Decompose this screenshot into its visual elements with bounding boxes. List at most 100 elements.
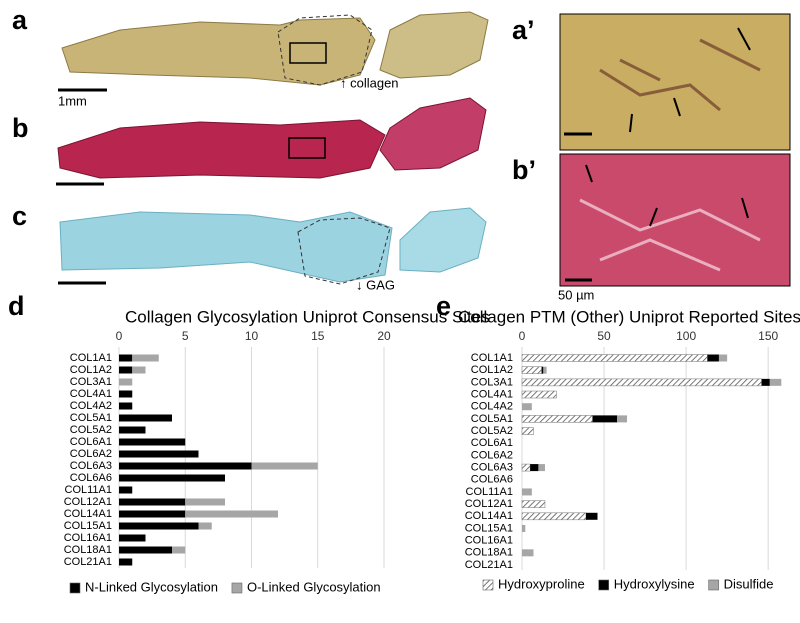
y-tick-label: COL18A1 [64,544,112,556]
bar-segment [586,512,598,520]
bar-segment [119,426,146,434]
bar-segment [522,524,526,532]
y-tick-label: COL4A2 [70,400,112,412]
y-tick-label: COL6A1 [70,436,112,448]
bar-segment [521,366,542,374]
annotation: ↓ GAG [356,277,395,292]
y-tick-label: COL5A2 [70,424,112,436]
bar-segment [185,498,225,506]
x-tick-label: 10 [245,329,259,343]
bar-segment [119,450,199,458]
bar-segment [119,510,186,518]
panel-label: a’ [512,15,535,45]
chart-title: Collagen PTM (Other) Uniprot Reported Si… [458,307,800,326]
bar-segment [592,415,618,423]
y-tick-label: COL11A1 [466,486,514,498]
x-tick-label: 0 [519,329,526,343]
annotation: ↑ collagen [340,75,399,90]
x-tick-label: 150 [758,329,778,343]
y-tick-label: COL1A2 [70,364,112,376]
histology-images [56,11,791,287]
bar-segment [185,510,278,518]
bar-segment [543,366,547,374]
bar-segment [119,354,133,362]
bar-segment [119,534,146,542]
y-tick-label: COL6A2 [70,448,112,460]
bar-segment [119,402,133,410]
bar-segment [251,462,318,470]
y-tick-label: COL14A1 [64,508,112,520]
y-tick-label: COL16A1 [64,532,112,544]
x-tick-label: 50 [597,329,611,343]
bar-segment [521,415,593,423]
bar-segment [119,462,252,470]
y-tick-label: COL15A1 [465,522,513,534]
bar-segment [521,378,762,387]
y-tick-label: COL12A1 [64,496,112,508]
y-tick-label: COL5A2 [471,425,513,437]
y-tick-label: COL6A6 [70,472,112,484]
scale-label: 50 µm [558,287,594,302]
legend-label: Hydroxylysine [614,576,695,591]
panel-label: d [8,291,25,321]
bar-segment [119,390,133,398]
legend-label: O-Linked Glycosylation [247,579,381,594]
bar-segment [119,378,133,386]
y-tick-label: COL4A2 [471,401,513,413]
bar-segment [119,414,172,422]
bar-segment [119,438,186,446]
x-tick-label: 100 [676,329,696,343]
panel-label: e [436,291,451,321]
bar-segment [541,366,544,374]
y-tick-label: COL11A1 [65,484,113,496]
legend-swatch [69,582,81,594]
panel-label: b’ [512,155,536,185]
bar-segment [198,522,212,530]
y-tick-label: COL3A1 [70,376,112,388]
bar-segment [119,498,186,506]
bar-segment [521,427,534,435]
y-tick-label: COL5A1 [70,412,112,424]
bar-segment [119,486,133,494]
y-tick-label: COL4A1 [70,388,112,400]
legend-swatch [598,579,610,591]
bar-segment [119,546,172,554]
legend-label: Disulfide [724,576,774,591]
bar-segment [172,546,186,554]
y-tick-label: COL21A1 [64,556,112,568]
bar-segment [521,390,557,399]
bar-segment [521,463,531,472]
y-tick-label: COL12A1 [465,498,513,510]
bar-segment [522,403,532,411]
bar-segment [761,378,770,386]
y-tick-label: COL6A3 [471,461,513,473]
y-tick-label: COL15A1 [64,520,112,532]
y-tick-label: COL1A1 [70,352,112,364]
panel-label: c [12,201,27,231]
x-tick-label: 15 [311,329,325,343]
legend-swatch [708,579,719,591]
bar-segment [769,378,782,386]
y-tick-label: COL5A1 [471,413,513,425]
x-tick-label: 5 [182,329,189,343]
bar-segment [521,500,546,508]
panel-label: a [12,5,28,35]
y-tick-label: COL3A1 [471,376,513,388]
bar-segment [707,354,719,362]
bar-segment [521,512,587,521]
y-tick-label: COL6A6 [471,474,513,486]
scale-label: 1mm [58,93,87,108]
bar-segment [119,558,133,566]
bar-segment [617,415,628,423]
legend-label: Hydroxyproline [498,576,585,591]
legend-swatch [482,579,494,591]
bar-segment [132,354,159,362]
x-tick-label: 0 [116,329,123,343]
bar-segment [530,464,539,472]
y-tick-label: COL21A1 [465,559,513,571]
bar-segment [521,354,708,362]
bar-segment [538,464,545,472]
panel-label: b [12,113,29,143]
bar-segment [119,522,199,530]
